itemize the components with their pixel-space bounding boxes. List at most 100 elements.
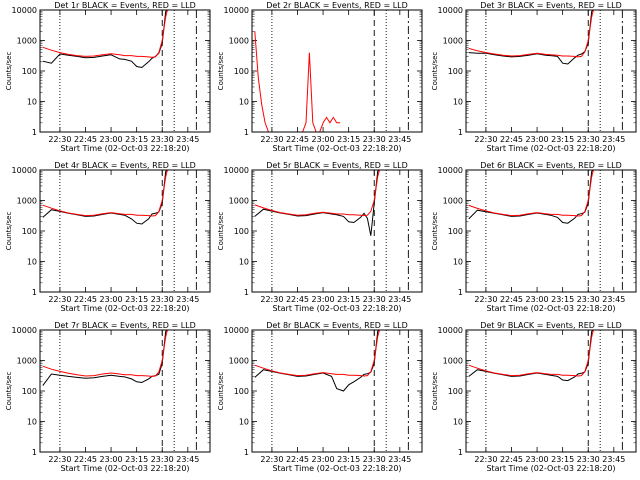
y-tick-label: 1000 — [443, 37, 463, 46]
x-tick-label: 22:30 — [474, 135, 497, 144]
series-line-lld — [42, 10, 170, 58]
y-axis-label: Counts/sec — [5, 372, 13, 411]
x-tick-label: 23:30 — [151, 135, 174, 144]
x-tick-label: 22:30 — [474, 455, 497, 464]
y-tick-label: 100 — [22, 227, 37, 236]
x-axis-label: Start Time (02-Oct-03 22:18:20) — [60, 464, 189, 473]
plot-frame — [39, 9, 211, 133]
x-axis-label: Start Time (02-Oct-03 22:18:20) — [272, 464, 401, 473]
series-line-lld — [468, 170, 596, 217]
x-tick-label: 22:45 — [500, 455, 523, 464]
chart-title: Det 6r BLACK = Events, RED = LLD — [480, 161, 622, 170]
x-tick-label: 23:30 — [577, 295, 600, 304]
y-tick-label: 100 — [22, 387, 37, 396]
series-line-lld — [468, 10, 596, 58]
x-tick-label: 22:45 — [286, 135, 309, 144]
y-tick-label: 1000 — [17, 37, 37, 46]
y-tick-label: 100 — [234, 227, 249, 236]
y-tick-label: 10 — [239, 258, 249, 267]
x-tick-label: 23:30 — [577, 455, 600, 464]
y-tick-label: 1000 — [443, 357, 463, 366]
x-axis-label: Start Time (02-Oct-03 22:18:20) — [272, 304, 401, 313]
x-tick-label: 22:45 — [74, 455, 97, 464]
x-tick-label: 23:00 — [100, 455, 123, 464]
x-tick-label: 23:30 — [151, 295, 174, 304]
series-line-lld — [254, 330, 382, 377]
plot-frame — [465, 169, 637, 293]
y-tick-label: 1000 — [229, 37, 249, 46]
chart-title: Det 5r BLACK = Events, RED = LLD — [266, 161, 408, 170]
y-tick-label: 100 — [22, 67, 37, 76]
chart-panel-8: Det 8r BLACK = Events, RED = LLD 1 10 100 10… — [217, 321, 423, 473]
chart-title: Det 1r BLACK = Events, RED = LLD — [54, 1, 196, 10]
x-tick-label: 23:15 — [551, 295, 574, 304]
series-line-events — [254, 170, 382, 236]
x-tick-label: 23:15 — [337, 135, 360, 144]
x-tick-label: 22:30 — [260, 295, 283, 304]
chart-panel-3: Det 3r BLACK = Events, RED = LLD 1 10 100 10… — [431, 1, 637, 153]
y-tick-label: 1 — [32, 128, 37, 137]
series-line-lld — [254, 170, 382, 217]
y-tick-label: 1 — [458, 448, 463, 457]
x-tick-label: 23:00 — [100, 135, 123, 144]
series-line-events — [42, 330, 170, 386]
x-tick-label: 23:00 — [526, 455, 549, 464]
x-tick-label: 23:45 — [176, 455, 199, 464]
chart-title: Det 8r BLACK = Events, RED = LLD — [266, 321, 408, 330]
x-tick-label: 23:30 — [363, 295, 386, 304]
plot-frame — [465, 329, 637, 453]
y-tick-label: 10000 — [224, 6, 249, 15]
y-tick-label: 1 — [458, 128, 463, 137]
y-tick-label: 1000 — [17, 357, 37, 366]
y-axis-label: Counts/sec — [431, 372, 439, 411]
chart-title: Det 2r BLACK = Events, RED = LLD — [266, 1, 408, 10]
x-tick-label: 23:30 — [363, 135, 386, 144]
x-tick-label: 23:00 — [100, 295, 123, 304]
y-tick-label: 10000 — [12, 166, 37, 175]
x-axis-label: Start Time (02-Oct-03 22:18:20) — [60, 144, 189, 153]
x-axis-label: Start Time (02-Oct-03 22:18:20) — [486, 144, 615, 153]
y-tick-label: 1 — [244, 128, 249, 137]
y-tick-label: 1 — [458, 288, 463, 297]
x-axis-label: Start Time (02-Oct-03 22:18:20) — [60, 304, 189, 313]
y-tick-label: 10000 — [224, 166, 249, 175]
y-axis-label: Counts/sec — [5, 212, 13, 251]
x-tick-label: 22:45 — [74, 135, 97, 144]
y-tick-label: 10 — [453, 258, 463, 267]
y-tick-label: 10000 — [12, 326, 37, 335]
y-tick-label: 10 — [27, 98, 37, 107]
y-tick-label: 1000 — [443, 197, 463, 206]
y-tick-label: 10000 — [438, 166, 463, 175]
x-tick-label: 23:15 — [337, 295, 360, 304]
plot-frame — [251, 329, 423, 453]
plot-frame — [39, 329, 211, 453]
y-tick-label: 10 — [27, 418, 37, 427]
x-axis-label: Start Time (02-Oct-03 22:18:20) — [486, 304, 615, 313]
x-tick-label: 22:45 — [74, 295, 97, 304]
series-line-events — [468, 170, 596, 224]
y-tick-label: 1 — [244, 288, 249, 297]
chart-panel-5: Det 5r BLACK = Events, RED = LLD 1 10 100 10… — [217, 161, 423, 313]
x-tick-label: 23:45 — [176, 295, 199, 304]
x-tick-label: 22:45 — [286, 455, 309, 464]
chart-panel-1: Det 1r BLACK = Events, RED = LLD 1 10 100 10… — [5, 1, 211, 153]
y-axis-label: Counts/sec — [217, 52, 225, 91]
y-axis-label: Counts/sec — [431, 52, 439, 91]
y-axis-label: Counts/sec — [5, 52, 13, 91]
x-tick-label: 23:45 — [602, 135, 625, 144]
x-tick-label: 23:00 — [312, 295, 335, 304]
x-tick-label: 23:15 — [125, 135, 148, 144]
x-tick-label: 23:15 — [125, 455, 148, 464]
x-tick-label: 23:15 — [551, 455, 574, 464]
x-tick-label: 23:45 — [602, 455, 625, 464]
chart-panel-9: Det 9r BLACK = Events, RED = LLD 1 10 100 10… — [431, 321, 637, 473]
y-tick-label: 1 — [32, 448, 37, 457]
y-tick-label: 1000 — [17, 197, 37, 206]
y-tick-label: 10000 — [438, 6, 463, 15]
series-line-lld — [254, 31, 341, 132]
x-tick-label: 22:30 — [260, 135, 283, 144]
x-axis-label: Start Time (02-Oct-03 22:18:20) — [486, 464, 615, 473]
x-tick-label: 22:30 — [48, 135, 71, 144]
plot-frame — [39, 169, 211, 293]
